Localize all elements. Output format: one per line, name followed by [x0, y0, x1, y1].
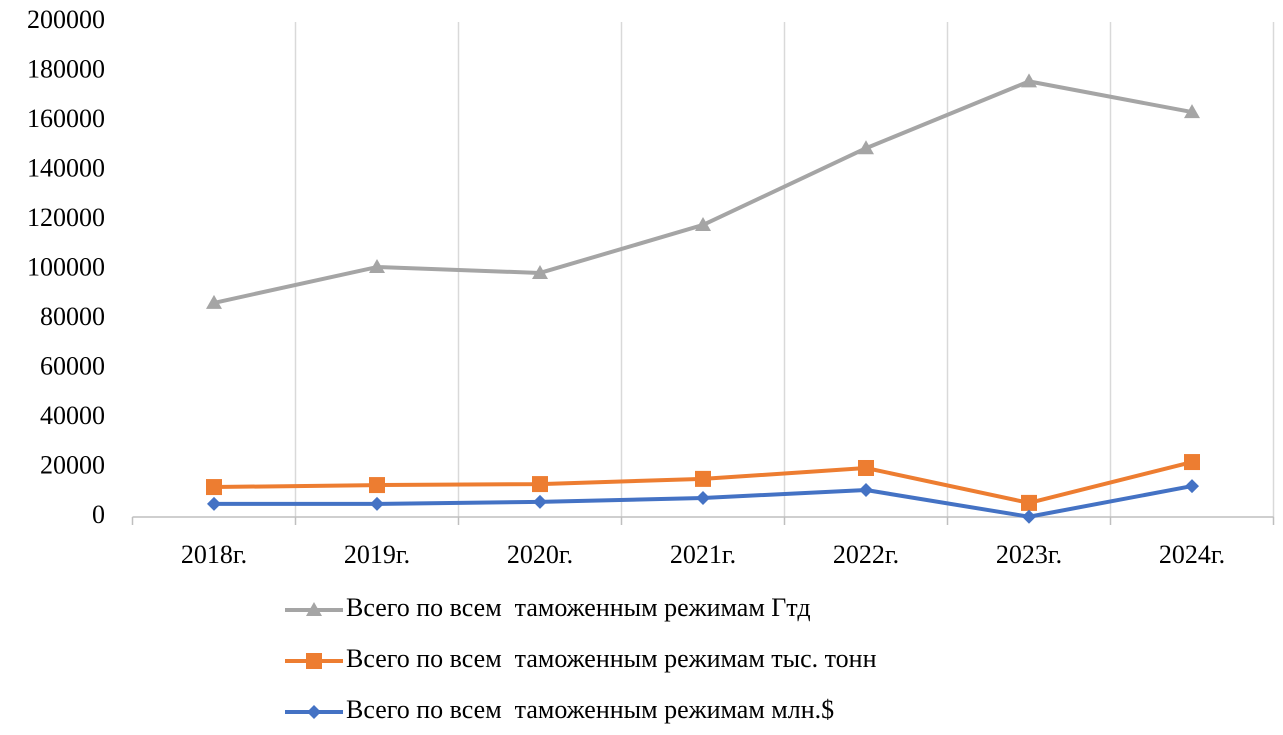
point — [695, 470, 711, 487]
y-tick-label: 180000 — [27, 54, 105, 83]
legend-marker — [307, 705, 321, 719]
y-tick-label: 20000 — [40, 450, 105, 479]
series-line — [213, 79, 1193, 305]
x-tick-label: 2024г. — [1159, 540, 1225, 569]
x-tick-label: 2018г. — [181, 540, 247, 569]
point — [532, 264, 548, 279]
point — [207, 496, 221, 511]
point — [533, 494, 547, 509]
x-tick-label: 2022г. — [833, 540, 899, 569]
y-tick-label: 160000 — [27, 104, 105, 133]
point — [1021, 494, 1037, 511]
y-tick-label: 0 — [92, 500, 105, 529]
point — [1185, 479, 1199, 494]
y-tick-label: 120000 — [27, 203, 105, 232]
legend-label: Всего по всем таможенным режимам тыс. то… — [346, 644, 877, 673]
point — [696, 490, 710, 505]
y-tick-label: 100000 — [27, 252, 105, 281]
y-tick-label: 140000 — [27, 153, 105, 182]
x-tick-label: 2023г. — [996, 540, 1062, 569]
point — [1184, 454, 1200, 471]
point — [1022, 509, 1036, 524]
point — [858, 459, 874, 476]
point — [1021, 73, 1037, 88]
x-tick-label: 2021г. — [670, 540, 736, 569]
x-tick-label: 2020г. — [507, 540, 573, 569]
point — [370, 496, 384, 511]
point — [532, 476, 548, 493]
y-tick-label: 60000 — [40, 351, 105, 380]
point — [206, 294, 222, 309]
x-tick-label: 2019г. — [344, 540, 410, 569]
legend-marker — [306, 653, 322, 669]
legend-label: Всего по всем таможенным режимам млн.$ — [346, 695, 834, 724]
point — [369, 259, 385, 274]
legend-marker — [306, 602, 322, 616]
point — [369, 477, 385, 494]
point — [695, 216, 711, 231]
point — [859, 483, 873, 498]
point — [206, 479, 222, 496]
y-tick-label: 200000 — [27, 5, 105, 34]
legend-label: Всего по всем таможенным режимам Гтд — [346, 593, 811, 622]
point — [1184, 104, 1200, 119]
y-tick-label: 40000 — [40, 401, 105, 430]
y-tick-label: 80000 — [40, 302, 105, 331]
point — [858, 140, 874, 155]
